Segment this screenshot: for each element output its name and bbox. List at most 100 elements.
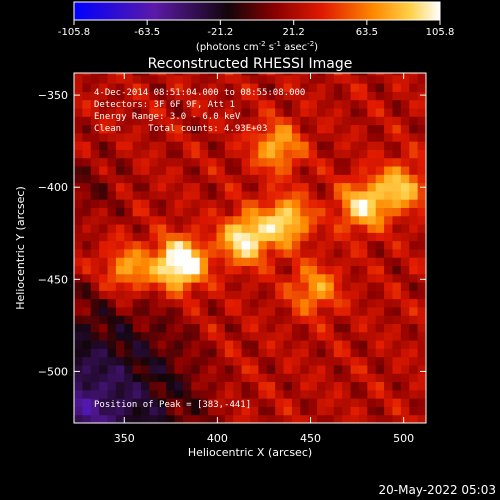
heatmap-cell xyxy=(367,290,377,300)
heatmap-cell xyxy=(174,331,184,341)
heatmap-cell xyxy=(199,373,209,383)
heatmap-cell xyxy=(124,74,134,84)
heatmap-cell xyxy=(342,257,352,266)
heatmap-cell xyxy=(333,356,343,366)
heatmap-cell xyxy=(375,364,385,374)
heatmap-cell xyxy=(115,199,125,208)
heatmap-cell xyxy=(132,298,142,308)
heatmap-cell xyxy=(166,190,176,200)
heatmap-cell xyxy=(400,306,410,316)
heatmap-cell xyxy=(283,199,293,208)
heatmap-cell xyxy=(350,323,360,333)
heatmap-cell xyxy=(258,199,268,208)
heatmap-cell xyxy=(275,91,285,101)
heatmap-cell xyxy=(149,141,159,150)
heatmap-cell xyxy=(233,248,243,258)
heatmap-cell xyxy=(300,215,310,225)
heatmap-cell xyxy=(233,290,243,300)
heatmap-cell xyxy=(283,356,293,366)
heatmap-cell xyxy=(384,91,393,101)
heatmap-cell xyxy=(409,199,419,208)
heatmap-cell xyxy=(208,282,217,291)
heatmap-cell xyxy=(375,91,385,101)
heatmap-cell xyxy=(124,282,134,291)
heatmap-cell xyxy=(191,290,201,300)
heatmap-cell xyxy=(115,83,125,92)
heatmap-cell xyxy=(384,248,393,258)
heatmap-cell xyxy=(174,215,184,225)
heatmap-cell xyxy=(149,290,159,300)
heatmap-cell xyxy=(384,381,393,391)
heatmap-cell xyxy=(417,149,426,159)
heatmap-cell xyxy=(417,91,426,101)
heatmap-cell xyxy=(258,224,268,233)
heatmap-cell xyxy=(308,364,318,374)
heatmap-cell xyxy=(250,306,259,316)
heatmap-cell xyxy=(224,73,234,76)
heatmap-cell xyxy=(358,323,368,333)
heatmap-cell xyxy=(325,74,335,84)
heatmap-cell xyxy=(182,240,192,250)
heatmap-cell xyxy=(333,108,343,117)
heatmap-cell xyxy=(182,331,192,341)
heatmap-cell xyxy=(99,257,109,266)
heatmap-cell xyxy=(283,298,293,308)
heatmap-cell xyxy=(409,99,419,109)
heatmap-cell xyxy=(107,132,117,142)
heatmap-cell xyxy=(141,149,150,159)
heatmap-cell xyxy=(208,265,217,275)
heatmap-cell xyxy=(283,248,293,258)
heatmap-cell xyxy=(74,74,83,84)
heatmap-cell xyxy=(199,331,209,341)
heatmap-cell xyxy=(400,331,410,341)
heatmap-cell xyxy=(216,174,226,184)
heatmap-cell xyxy=(400,315,410,325)
heatmap-cell xyxy=(400,389,410,399)
annotation-time-range: 4-Dec-2014 08:51:04.000 to 08:55:08.000 xyxy=(94,88,305,98)
heatmap-cell xyxy=(208,199,217,208)
heatmap-cell xyxy=(317,232,326,242)
heatmap-cell xyxy=(392,323,402,333)
heatmap-cell xyxy=(283,389,293,399)
heatmap-cell xyxy=(90,381,100,391)
heatmap-cell xyxy=(250,224,259,233)
heatmap-cell xyxy=(291,108,301,117)
heatmap-cell xyxy=(358,157,368,167)
heatmap-cell xyxy=(342,124,352,134)
heatmap-cell xyxy=(124,157,134,167)
heatmap-cell xyxy=(157,356,167,366)
heatmap-cell xyxy=(166,389,176,399)
heatmap-cell xyxy=(241,340,251,349)
heatmap-cell xyxy=(82,73,92,76)
heatmap-cell xyxy=(308,199,318,208)
heatmap-cell xyxy=(82,108,92,117)
heatmap-cell xyxy=(250,73,259,76)
heatmap-cell xyxy=(182,91,192,101)
heatmap-cell xyxy=(241,199,251,208)
heatmap-cell xyxy=(174,232,184,242)
heatmap-cell xyxy=(300,398,310,407)
heatmap-cell xyxy=(342,240,352,250)
heatmap-cell xyxy=(417,348,426,358)
heatmap-cell xyxy=(350,74,360,84)
heatmap-cell xyxy=(325,124,335,134)
heatmap-cell xyxy=(166,73,176,76)
heatmap-cell xyxy=(317,257,326,266)
heatmap-cell xyxy=(182,215,192,225)
heatmap-cell xyxy=(174,224,184,233)
heatmap-cell xyxy=(358,306,368,316)
heatmap-cell xyxy=(90,174,100,184)
heatmap-cell xyxy=(132,273,142,283)
heatmap-cell xyxy=(216,190,226,200)
heatmap-cell xyxy=(115,389,125,399)
heatmap-cell xyxy=(258,381,268,391)
heatmap-cell xyxy=(174,306,184,316)
heatmap-cell xyxy=(350,132,360,142)
heatmap-cell xyxy=(258,323,268,333)
heatmap-cell xyxy=(384,273,393,283)
heatmap-cell xyxy=(409,190,419,200)
heatmap-cell xyxy=(367,190,377,200)
heatmap-cell xyxy=(291,340,301,349)
heatmap-cell xyxy=(342,340,352,349)
heatmap-cell xyxy=(384,108,393,117)
